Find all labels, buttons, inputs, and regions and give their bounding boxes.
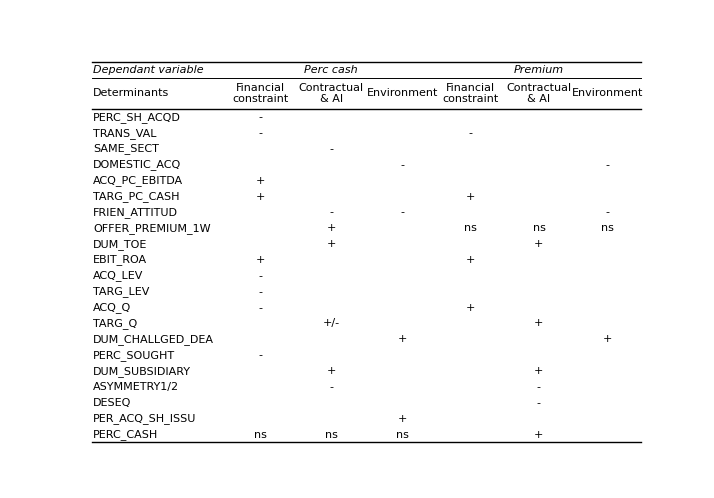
Text: Premium: Premium [514,65,564,75]
Text: -: - [258,112,263,122]
Text: -: - [605,207,609,218]
Text: ns: ns [396,429,408,440]
Text: -: - [605,160,609,170]
Text: DUM_TOE: DUM_TOE [93,239,148,249]
Text: FRIEN_ATTITUD: FRIEN_ATTITUD [93,207,178,218]
Text: -: - [258,350,263,360]
Text: SAME_SECT: SAME_SECT [93,143,159,154]
Text: +: + [603,334,612,344]
Text: -: - [329,382,333,392]
Text: ACQ_Q: ACQ_Q [93,302,131,313]
Text: +: + [326,239,336,249]
Text: +: + [256,192,265,202]
Text: -: - [329,144,333,154]
Text: +: + [466,255,476,265]
Text: PERC_SH_ACQD: PERC_SH_ACQD [93,112,181,123]
Text: PER_ACQ_SH_ISSU: PER_ACQ_SH_ISSU [93,413,196,424]
Text: +: + [256,255,265,265]
Text: Financial
constraint: Financial constraint [443,83,498,104]
Text: +: + [256,176,265,186]
Text: ACQ_PC_EBITDA: ACQ_PC_EBITDA [93,175,183,186]
Text: TARG_PC_CASH: TARG_PC_CASH [93,191,180,202]
Text: -: - [401,207,404,218]
Text: DESEQ: DESEQ [93,398,131,408]
Text: -: - [329,207,333,218]
Text: ACQ_LEV: ACQ_LEV [93,270,144,281]
Text: Environment: Environment [366,89,438,99]
Text: -: - [258,287,263,297]
Text: DUM_CHALLGED_DEA: DUM_CHALLGED_DEA [93,334,214,345]
Text: Dependant variable: Dependant variable [93,65,203,75]
Text: TRANS_VAL: TRANS_VAL [93,127,156,138]
Text: Contractual
& AI: Contractual & AI [506,83,571,104]
Text: -: - [258,271,263,281]
Text: -: - [537,382,541,392]
Text: +: + [534,239,543,249]
Text: Financial
constraint: Financial constraint [232,83,288,104]
Text: +: + [398,414,407,424]
Text: TARG_Q: TARG_Q [93,318,137,329]
Text: -: - [258,128,263,138]
Text: +: + [326,223,336,233]
Text: +: + [398,334,407,344]
Text: TARG_LEV: TARG_LEV [93,286,149,297]
Text: PERC_CASH: PERC_CASH [93,429,159,440]
Text: PERC_SOUGHT: PERC_SOUGHT [93,350,175,361]
Text: Perc cash: Perc cash [304,65,358,75]
Text: -: - [401,160,404,170]
Text: Determinants: Determinants [93,89,169,99]
Text: ns: ns [254,429,267,440]
Text: +: + [534,429,543,440]
Text: -: - [258,303,263,313]
Text: +/-: +/- [323,318,340,329]
Text: ns: ns [533,223,545,233]
Text: +: + [466,303,476,313]
Text: OFFER_PREMIUM_1W: OFFER_PREMIUM_1W [93,223,211,234]
Text: Environment: Environment [572,89,643,99]
Text: ns: ns [325,429,338,440]
Text: ASYMMETRY1/2: ASYMMETRY1/2 [93,382,179,392]
Text: Contractual
& AI: Contractual & AI [298,83,364,104]
Text: +: + [466,192,476,202]
Text: ns: ns [464,223,477,233]
Text: -: - [537,398,541,408]
Text: ns: ns [601,223,614,233]
Text: DUM_SUBSIDIARY: DUM_SUBSIDIARY [93,366,191,376]
Text: +: + [534,366,543,376]
Text: DOMESTIC_ACQ: DOMESTIC_ACQ [93,159,181,170]
Text: -: - [468,128,473,138]
Text: EBIT_ROA: EBIT_ROA [93,254,147,265]
Text: +: + [326,366,336,376]
Text: +: + [534,318,543,329]
